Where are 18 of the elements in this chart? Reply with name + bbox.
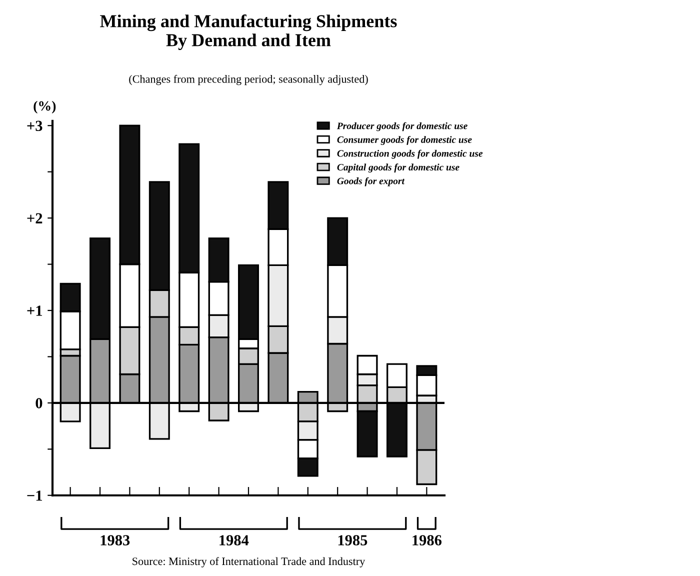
legend-label: Producer goods for domestic use [336,122,468,132]
legend-label: Consumer goods for domestic use [337,136,472,145]
source-note: Source: Ministry of International Trade and Industry [132,557,366,568]
text: 1986 [412,535,442,546]
y-tick-label: −1 [27,490,42,501]
text: 1985 [338,535,368,546]
legend-label: Construction goods for domestic use [337,150,483,159]
y-tick-label: +3 [27,120,42,132]
y-tick-label: +2 [27,213,42,224]
legend-label: Capital goods for domestic use [337,164,460,172]
y-tick-label: 0 [36,398,42,408]
legend-label: Goods for export [337,177,405,186]
y-tick-label: +1 [27,306,42,316]
text: 1983 [100,535,130,546]
chart-title: Mining and Manufacturing Shipments By Demand and Item [100,14,397,50]
chart-subtitle: (Changes from preceding period; seasonally adjusted) [129,74,368,86]
text: 1984 [220,535,249,546]
y-axis-title: (%) [34,100,56,114]
